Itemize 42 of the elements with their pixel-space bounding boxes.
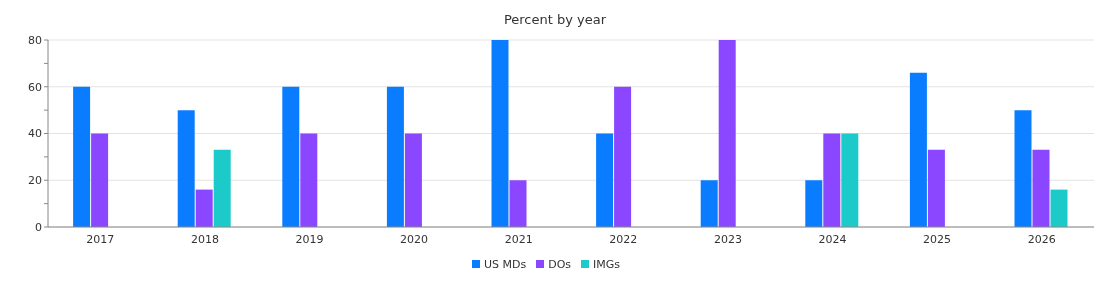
bar <box>700 180 718 227</box>
bar <box>509 180 527 227</box>
x-tick-label: 2020 <box>400 232 429 246</box>
bar <box>614 86 632 227</box>
bar <box>841 133 859 227</box>
bar <box>596 133 614 227</box>
x-tick-label: 2026 <box>1027 232 1056 246</box>
x-tick-label: 2017 <box>86 232 115 246</box>
x-tick-label: 2022 <box>609 232 638 246</box>
x-tick-label: 2023 <box>713 232 742 246</box>
bar <box>195 189 213 227</box>
bar <box>491 40 509 227</box>
y-tick-label: 40 <box>28 127 42 141</box>
bar <box>823 133 841 227</box>
bar <box>404 133 422 227</box>
y-tick-label: 20 <box>28 174 42 188</box>
x-tick-label: 2019 <box>295 232 324 246</box>
y-tick-label: 80 <box>28 33 42 47</box>
bar <box>300 133 318 227</box>
x-tick-label: 2025 <box>923 232 952 246</box>
legend-label: US MDs <box>483 258 527 271</box>
bar <box>909 72 927 227</box>
bar <box>718 40 736 227</box>
bar <box>91 133 109 227</box>
bar <box>1050 189 1068 227</box>
bar <box>1014 110 1032 227</box>
y-tick-label: 60 <box>28 80 42 94</box>
legend-label: DOs <box>548 258 572 271</box>
x-tick-label: 2024 <box>818 232 847 246</box>
bar <box>805 180 823 227</box>
y-tick-label: 0 <box>35 220 42 234</box>
legend-label: IMGs <box>593 258 621 271</box>
x-tick-label: 2021 <box>504 232 533 246</box>
bar <box>73 86 91 227</box>
bar <box>386 86 404 227</box>
bar <box>177 110 195 227</box>
bar <box>213 149 231 227</box>
chart-title: Percent by year <box>502 11 608 29</box>
x-tick-label: 2018 <box>190 232 219 246</box>
bar <box>1032 149 1050 227</box>
bar <box>282 86 300 227</box>
bar <box>927 149 945 227</box>
